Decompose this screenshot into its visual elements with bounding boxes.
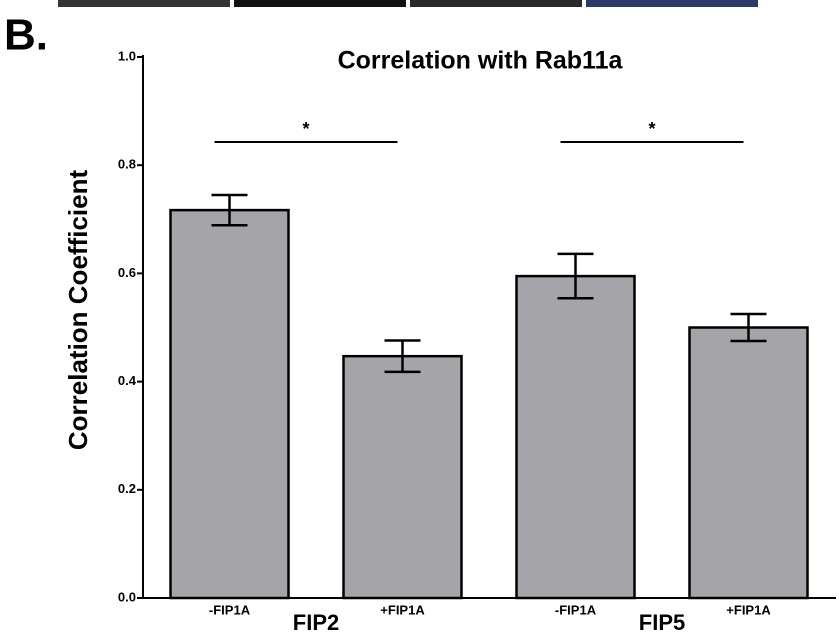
bar bbox=[517, 276, 635, 598]
panel-label: B. bbox=[4, 11, 48, 60]
significance-star: * bbox=[648, 119, 655, 139]
image-strip bbox=[58, 0, 230, 7]
chart: B. Correlation with Rab11a Correlation C… bbox=[0, 0, 839, 637]
group-label: FIP2 bbox=[293, 610, 339, 635]
image-strip bbox=[234, 0, 406, 7]
significance-star: * bbox=[302, 119, 309, 139]
y-tick-label: 0.8 bbox=[118, 157, 136, 172]
y-tick-label: 1.0 bbox=[118, 48, 136, 63]
x-tick-label: -FIP1A bbox=[555, 602, 597, 617]
chart-title: Correlation with Rab11a bbox=[338, 47, 624, 75]
image-strip bbox=[586, 0, 758, 7]
image-strip bbox=[410, 0, 582, 7]
group-label: FIP5 bbox=[639, 610, 685, 635]
bar bbox=[344, 356, 462, 598]
x-tick-label: -FIP1A bbox=[209, 602, 251, 617]
y-axis-label: Correlation Coefficient bbox=[63, 170, 93, 451]
y-tick-label: 0.0 bbox=[118, 589, 136, 604]
bar bbox=[171, 210, 289, 598]
y-tick-label: 0.6 bbox=[118, 265, 136, 280]
y-tick-label: 0.4 bbox=[118, 373, 137, 388]
x-tick-label: +FIP1A bbox=[380, 602, 425, 617]
x-tick-label: +FIP1A bbox=[726, 602, 771, 617]
y-tick-label: 0.2 bbox=[118, 481, 136, 496]
bar bbox=[690, 328, 808, 599]
